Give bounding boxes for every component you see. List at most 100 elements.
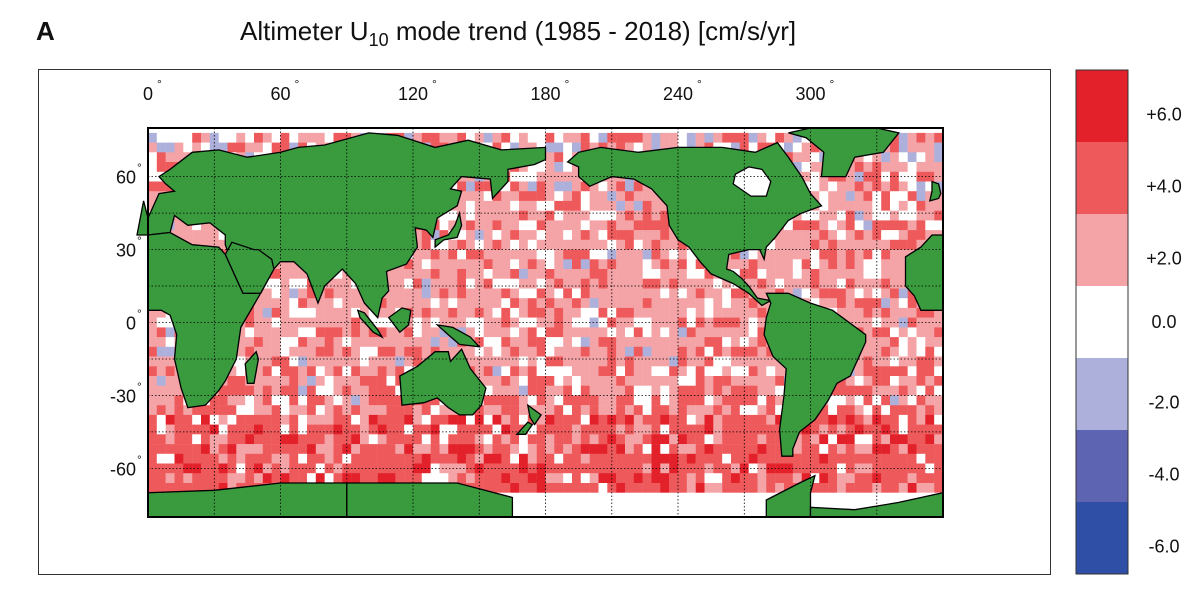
trend-cell bbox=[898, 327, 908, 338]
trend-cell bbox=[633, 346, 643, 357]
trend-cell bbox=[466, 181, 476, 192]
trend-cell bbox=[510, 395, 520, 406]
trend-cell bbox=[554, 239, 564, 250]
trend-cell bbox=[360, 385, 370, 396]
trend-cell bbox=[616, 356, 626, 367]
trend-cell bbox=[854, 200, 864, 211]
trend-cell bbox=[536, 230, 546, 241]
trend-cell bbox=[748, 473, 758, 484]
trend-cell bbox=[898, 366, 908, 377]
trend-cell bbox=[421, 230, 431, 241]
trend-cell bbox=[315, 132, 325, 143]
trend-cell bbox=[934, 307, 944, 318]
trend-cell bbox=[227, 434, 237, 445]
trend-cell bbox=[289, 366, 299, 377]
trend-cell bbox=[307, 444, 317, 455]
trend-cell bbox=[298, 269, 308, 279]
trend-cell bbox=[925, 181, 935, 192]
trend-cell bbox=[377, 463, 387, 474]
trend-cell bbox=[589, 181, 599, 192]
trend-cell bbox=[898, 414, 908, 425]
trend-cell bbox=[890, 356, 900, 367]
trend-cell bbox=[483, 239, 493, 250]
trend-cell bbox=[819, 444, 829, 455]
trend-cell bbox=[748, 502, 758, 513]
trend-cell bbox=[633, 395, 643, 406]
trend-cell bbox=[536, 395, 546, 406]
trend-cell bbox=[404, 414, 414, 425]
trend-cell bbox=[881, 200, 891, 211]
trend-cell bbox=[801, 162, 811, 172]
trend-cell bbox=[466, 444, 476, 455]
trend-cell bbox=[598, 376, 608, 386]
trend-cell bbox=[545, 162, 555, 172]
trend-cell bbox=[642, 434, 652, 445]
trend-cell bbox=[351, 434, 361, 445]
trend-cell bbox=[527, 502, 537, 513]
trend-cell bbox=[660, 346, 670, 357]
trend-cell bbox=[536, 327, 546, 338]
trend-cell bbox=[872, 259, 882, 270]
trend-cell bbox=[545, 288, 555, 299]
trend-cell bbox=[457, 278, 467, 289]
trend-cell bbox=[625, 395, 635, 406]
trend-cell bbox=[589, 132, 599, 143]
trend-cell bbox=[651, 502, 661, 513]
trend-cell bbox=[907, 473, 917, 484]
trend-cell bbox=[695, 453, 705, 464]
trend-cell bbox=[757, 395, 767, 406]
trend-cell bbox=[766, 434, 776, 445]
trend-cell bbox=[554, 249, 564, 260]
trend-cell bbox=[837, 492, 847, 503]
trend-cell bbox=[466, 473, 476, 484]
trend-cell bbox=[651, 405, 661, 416]
trend-cell bbox=[616, 502, 626, 513]
trend-cell bbox=[625, 337, 635, 348]
trend-cell bbox=[421, 269, 431, 279]
trend-cell bbox=[519, 200, 529, 211]
trend-cell bbox=[174, 395, 184, 406]
trend-cell bbox=[404, 298, 414, 309]
trend-cell bbox=[916, 142, 926, 153]
trend-cell bbox=[598, 395, 608, 406]
trend-cell bbox=[501, 444, 511, 455]
trend-cell bbox=[633, 434, 643, 445]
madagascar-land bbox=[244, 350, 260, 384]
trend-cell bbox=[554, 259, 564, 270]
trend-cell bbox=[148, 434, 158, 445]
trend-cell bbox=[616, 366, 626, 377]
trend-cell bbox=[245, 424, 255, 435]
trend-cell bbox=[545, 444, 555, 455]
trend-cell bbox=[572, 463, 582, 474]
trend-cell bbox=[280, 405, 290, 416]
trend-cell bbox=[845, 434, 855, 445]
trend-cell bbox=[448, 239, 458, 250]
trend-cell bbox=[510, 220, 520, 231]
trend-cell bbox=[148, 376, 158, 386]
lat-tick-degree: ° bbox=[137, 161, 142, 175]
trend-cell bbox=[492, 298, 502, 309]
trend-cell bbox=[934, 220, 944, 231]
trend-cell bbox=[633, 473, 643, 484]
trend-cell bbox=[156, 132, 166, 143]
trend-cell bbox=[633, 191, 643, 202]
trend-cell bbox=[174, 230, 184, 241]
trend-cell bbox=[466, 132, 476, 143]
trend-cell bbox=[863, 210, 873, 221]
trend-cell bbox=[598, 278, 608, 289]
trend-cell bbox=[748, 405, 758, 416]
trend-cell bbox=[589, 317, 599, 328]
trend-cell bbox=[174, 483, 184, 493]
trend-cell bbox=[156, 385, 166, 396]
trend-cell bbox=[148, 444, 158, 455]
trend-cell bbox=[686, 502, 696, 513]
trend-cell bbox=[519, 259, 529, 270]
trend-cell bbox=[448, 220, 458, 231]
trend-cell bbox=[209, 444, 219, 455]
trend-cell bbox=[519, 191, 529, 202]
trend-cell bbox=[660, 249, 670, 260]
trend-cell bbox=[651, 346, 661, 357]
trend-cell bbox=[395, 424, 405, 435]
trend-cell bbox=[731, 424, 741, 435]
trend-cell bbox=[457, 317, 467, 328]
